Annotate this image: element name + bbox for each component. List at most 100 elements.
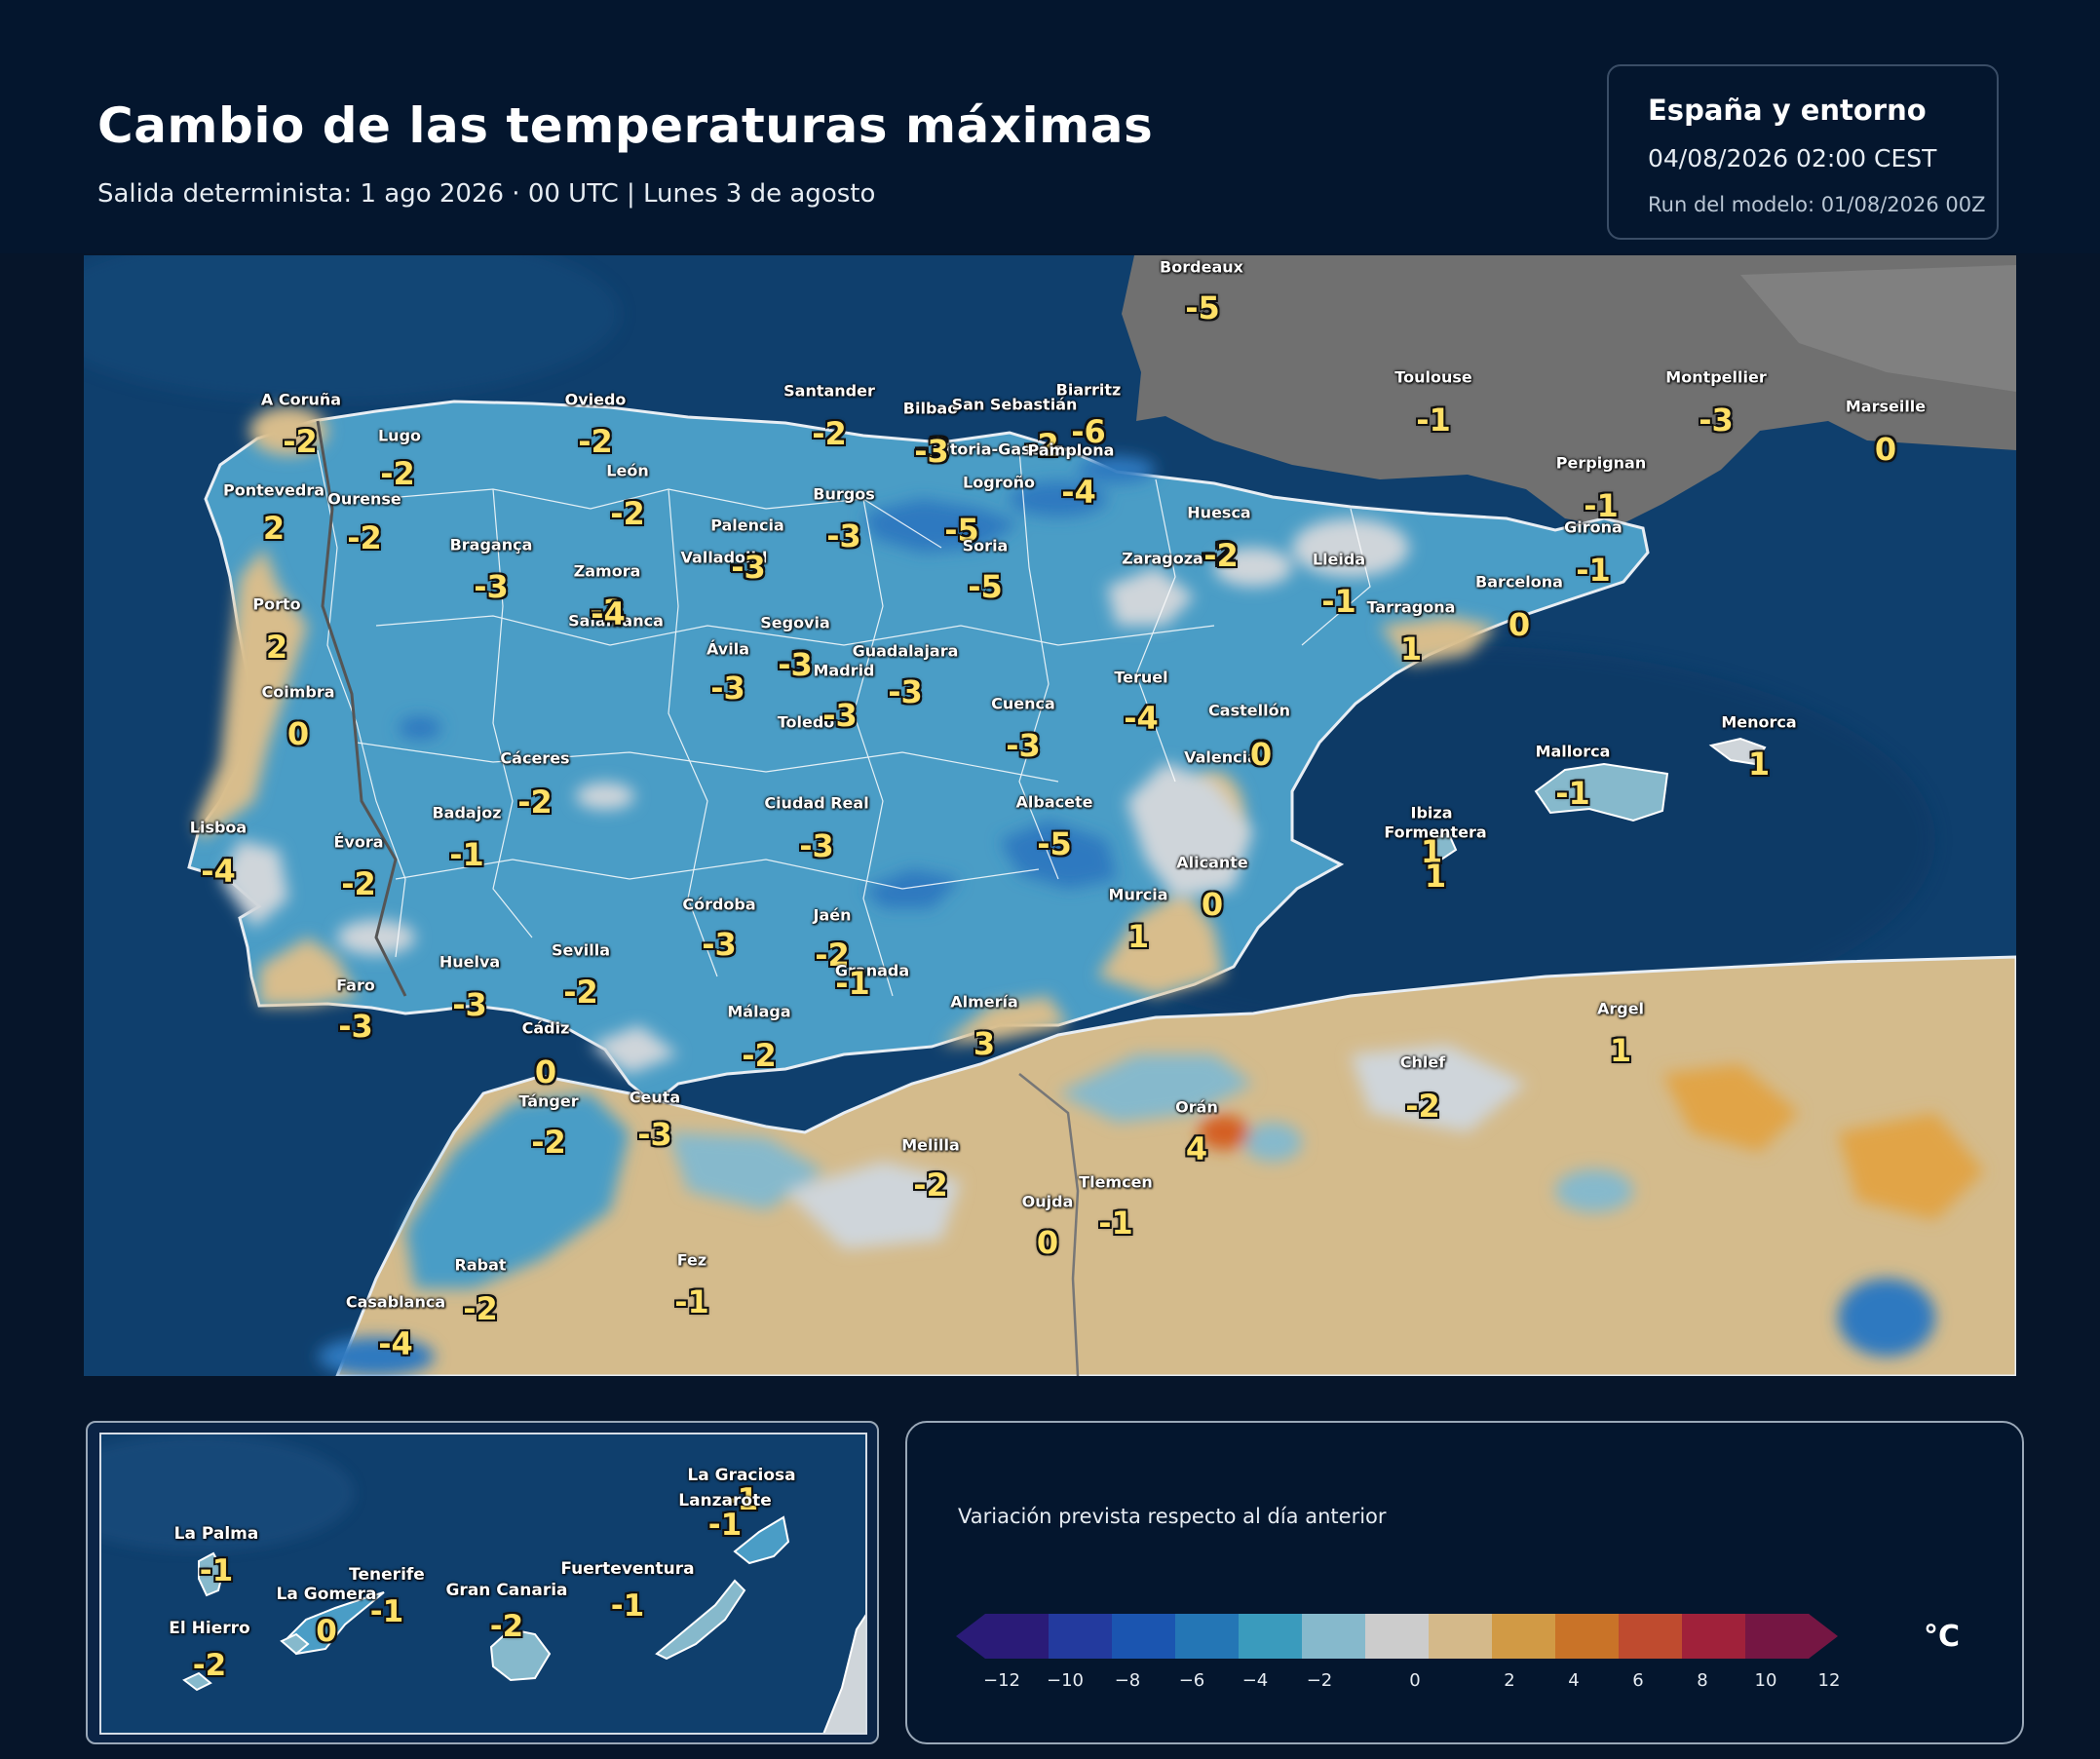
colorbar-segment (1365, 1614, 1430, 1659)
map-city-label: Granada (834, 961, 910, 980)
map-temp-change-value: 1 (1747, 746, 1771, 783)
lanzarote (733, 1515, 790, 1565)
map-temp-change-value: -2 (347, 519, 382, 556)
map-city-label: Girona (1564, 517, 1623, 537)
colorbar-tick-label: −4 (1241, 1670, 1269, 1691)
gran-canaria (489, 1627, 552, 1682)
map-temp-change-value: -2 (610, 495, 645, 532)
colorbar-tick-label: 8 (1697, 1670, 1708, 1691)
map-city-label: Logroño (963, 473, 1035, 492)
map-temp-change-value: 1 (1424, 858, 1447, 895)
main-map[interactable]: Bordeaux -5 A Coruña -2 Lugo -2 Oviedo -2 Santan… (84, 255, 2016, 1376)
info-model-run: Run del modelo: 01/08/2026 00Z (1648, 193, 1986, 216)
map-city-label: Marseille (1845, 397, 1927, 416)
map-city-label: Menorca (1721, 712, 1797, 732)
colorbar-segment (1112, 1614, 1176, 1659)
map-city-label: Teruel (1114, 668, 1168, 687)
map-city-label: Córdoba (682, 895, 756, 914)
field-neutral-patches (220, 518, 1409, 1074)
map-temp-change-value: -2 (913, 1166, 948, 1204)
map-temp-change-value: -3 (590, 593, 625, 630)
map-temp-change-value: -3 (915, 431, 950, 468)
legend-panel: Variación prevista respecto al día anter… (905, 1421, 2024, 1744)
map-temp-change-value: -4 (201, 853, 236, 890)
map-city-label: Murcia (1108, 885, 1168, 904)
map-temp-change-value: -3 (474, 568, 509, 605)
header: Cambio de las temperaturas máximas Salid… (0, 0, 2100, 253)
map-city-label: Pamplona (1027, 440, 1115, 460)
map-city-label: Málaga (727, 1002, 791, 1021)
canary-city-label: Tenerife (349, 1565, 425, 1585)
map-city-label: Orán (1175, 1097, 1218, 1117)
canary-city-label: La Palma (173, 1524, 259, 1544)
canary-city-label: Lanzarote (678, 1491, 772, 1510)
map-city-label: Lugo (377, 426, 422, 445)
map-temp-change-value: -2 (1405, 1088, 1440, 1125)
map-temp-change-value: 1 (1126, 918, 1150, 955)
province-borders (317, 449, 1371, 997)
fuerteventura (655, 1579, 746, 1661)
map-temp-change-value: -5 (1037, 825, 1072, 862)
map-city-label: Tarragona (1366, 597, 1456, 617)
sea-shade (101, 1434, 355, 1551)
canary-map[interactable]: La Graciosa -1 Lanzarote -1 La Palma -1 Teneri… (99, 1433, 867, 1735)
menorca (1708, 737, 1767, 766)
map-temp-change-value: -3 (799, 827, 834, 864)
map-temp-change-value: -4 (1061, 474, 1096, 511)
map-temp-change-value: 2 (262, 510, 286, 547)
map-temp-change-value: -2 (1024, 427, 1059, 464)
legend-caption: Variación prevista respecto al día anter… (958, 1505, 1387, 1528)
map-temp-change-value: 0 (1249, 735, 1273, 772)
map-canvas (84, 255, 2016, 1376)
map-city-label: Melilla (901, 1135, 960, 1155)
map-temp-change-value: -5 (1185, 289, 1220, 326)
map-city-label: Perpignan (1555, 453, 1647, 473)
canary-inset: La Graciosa -1 Lanzarote -1 La Palma -1 Teneri… (86, 1421, 879, 1744)
map-city-label: Bragança (449, 535, 533, 554)
map-city-label: Bordeaux (1160, 257, 1243, 277)
colorbar-min-arrow (956, 1614, 985, 1659)
map-city-label: Argel (1596, 999, 1645, 1018)
map-city-label: Huelva (439, 952, 501, 972)
map-temp-change-value: -3 (1699, 402, 1734, 439)
map-temp-change-value: -3 (452, 986, 487, 1023)
map-city-label: Lleida (1312, 550, 1366, 569)
map-city-label: Albacete (1015, 792, 1093, 812)
colorbar-tick-label: −2 (1306, 1670, 1333, 1691)
map-temp-change-value: 1 (1420, 833, 1443, 870)
canary-canvas (101, 1434, 865, 1733)
map-temp-change-value: -3 (778, 645, 813, 682)
map-city-label: Oujda (1021, 1192, 1074, 1211)
la-gomera (280, 1632, 310, 1656)
map-temp-change-value: -2 (283, 423, 318, 460)
colorbar-segment (1302, 1614, 1366, 1659)
map-temp-change-value: -5 (944, 512, 979, 549)
map-city-label: A Coruña (260, 390, 342, 409)
info-box: España y entorno 04/08/2026 02:00 CEST R… (1607, 64, 1999, 240)
colorbar-tick-label: −12 (983, 1670, 1020, 1691)
map-city-label: Ávila (706, 639, 750, 659)
map-temp-change-value: -1 (1555, 775, 1590, 812)
canary-temp-change-value: -1 (610, 1588, 645, 1624)
map-city-label: Porto (252, 594, 301, 614)
map-temp-change-value: -4 (1124, 700, 1159, 737)
map-city-label: León (606, 461, 649, 480)
map-city-label: Guadalajara (852, 641, 959, 661)
map-temp-change-value: -2 (563, 974, 598, 1011)
portugal-border (316, 420, 407, 997)
map-temp-change-value: -1 (1576, 552, 1611, 589)
map-temp-change-value: 0 (286, 715, 310, 752)
canary-city-label: La Graciosa (687, 1466, 796, 1485)
colorbar-tick-label: 2 (1504, 1670, 1515, 1691)
map-temp-change-value: 0 (1036, 1224, 1059, 1261)
map-temp-change-value: -2 (815, 937, 850, 974)
page-subtitle: Salida determinista: 1 ago 2026 · 00 UTC… (97, 179, 876, 209)
map-temp-change-value: -3 (702, 926, 737, 963)
map-city-label: Formentera (1384, 822, 1487, 842)
map-temp-change-value: -3 (888, 673, 923, 710)
map-temp-change-value: 0 (1874, 431, 1897, 468)
map-city-label: Segovia (760, 613, 830, 632)
canary-temp-change-value: -1 (369, 1594, 404, 1629)
map-temp-change-value: 1 (1609, 1032, 1632, 1069)
map-city-label: Cáceres (500, 748, 570, 768)
